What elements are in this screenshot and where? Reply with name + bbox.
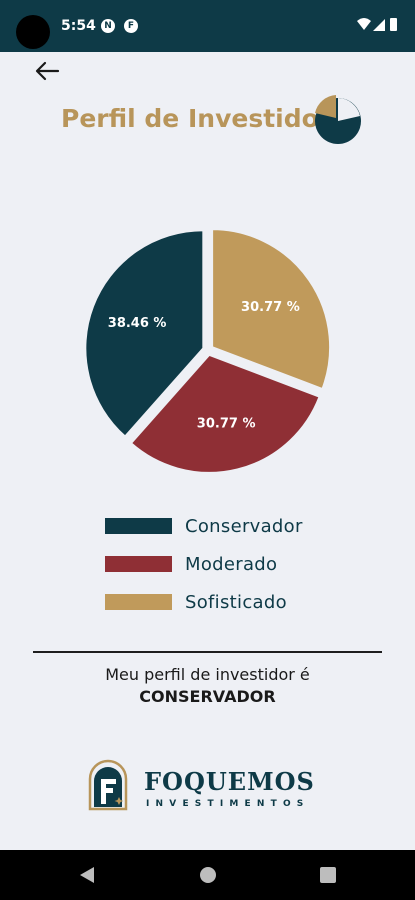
nav-back-icon[interactable] [58, 850, 118, 900]
navigation-bar [0, 850, 415, 900]
pie-slice-sofisticado [211, 228, 332, 391]
chart-legend: Conservador Moderado Sofisticado [105, 507, 303, 621]
legend-label: Moderado [185, 553, 278, 575]
status-icons [357, 18, 397, 31]
pie-chart-icon [315, 95, 361, 144]
signal-icon [373, 19, 385, 31]
status-bar: 5:54 N F [0, 0, 415, 52]
pie-label-moderado: 30.77 % [197, 417, 256, 432]
status-time: 5:54 [61, 18, 96, 34]
result-caption: Meu perfil de investidor é [105, 665, 310, 684]
legend-label: Sofisticado [185, 591, 287, 613]
profile-pie-chart: 30.77 % 30.77 % 38.46 % [84, 228, 332, 474]
pie-label-conservador: 38.46 % [108, 316, 167, 331]
divider [33, 651, 382, 653]
notification-icon: N [101, 19, 115, 33]
wifi-icon [357, 18, 371, 30]
brand-mark-icon [88, 759, 128, 811]
nav-recents-icon[interactable] [298, 850, 358, 900]
legend-swatch [105, 518, 172, 534]
pie-slice-moderado [129, 353, 321, 474]
brand-tagline: INVESTIMENTOS [146, 799, 310, 809]
back-arrow-icon[interactable] [34, 60, 60, 82]
profile-result: Meu perfil de investidor é CONSERVADOR [0, 664, 415, 708]
legend-item-sofisticado: Sofisticado [105, 583, 303, 621]
page-title: Perfil de Investidor [61, 104, 332, 133]
app-screen: Perfil de Investidor 30.77 % 30.77 % 38.46… [0, 52, 415, 850]
legend-swatch [105, 594, 172, 610]
pie-slice-conservador [84, 229, 205, 438]
pie-label-sofisticado: 30.77 % [241, 300, 300, 315]
legend-label: Conservador [185, 515, 303, 537]
result-profile: CONSERVADOR [139, 687, 276, 706]
legend-item-conservador: Conservador [105, 507, 303, 545]
camera-cutout [16, 15, 50, 49]
battery-icon [390, 18, 397, 31]
brand-name: FOQUEMOS [144, 767, 315, 796]
brand-logo: FOQUEMOS INVESTIMENTOS [86, 757, 346, 817]
nav-home-icon[interactable] [178, 850, 238, 900]
notification-icon: F [124, 19, 138, 33]
legend-item-moderado: Moderado [105, 545, 303, 583]
legend-swatch [105, 556, 172, 572]
